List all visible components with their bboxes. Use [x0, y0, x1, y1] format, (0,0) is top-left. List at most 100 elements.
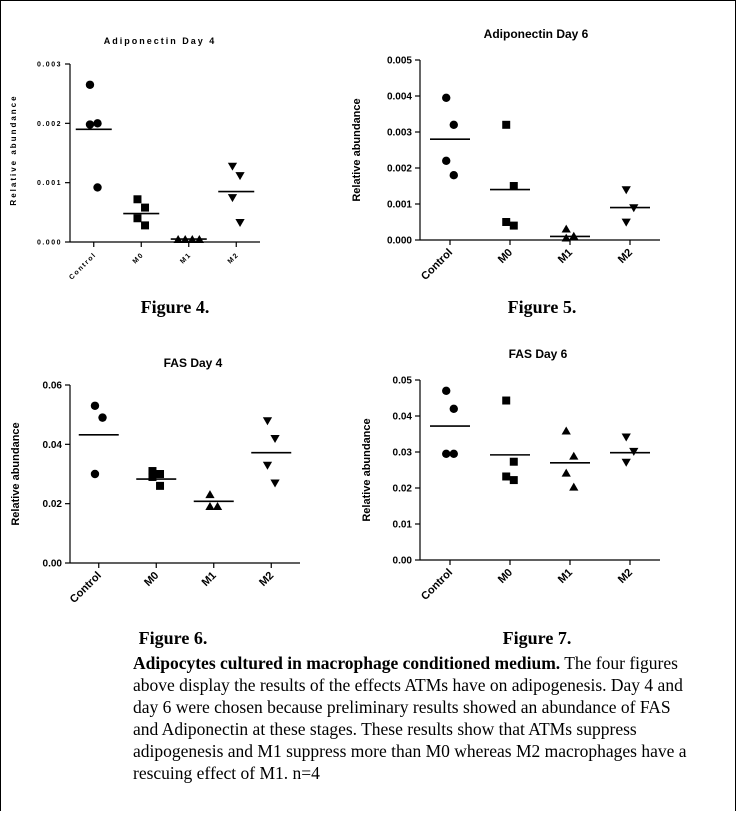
y-tick-label: 0.000: [37, 239, 62, 246]
data-point-control: [442, 449, 451, 458]
chart-3-svg: FAS Day 6 Relative abundance 0.00 0.01 0.02 0…: [361, 347, 660, 603]
data-point-m2: [621, 458, 631, 467]
data-point-m0: [133, 195, 142, 204]
data-point-control: [85, 80, 95, 89]
y-tick-label: 0.06: [43, 381, 63, 392]
data-point-control: [90, 469, 100, 479]
x-tick-label-m1: M1: [556, 567, 575, 586]
data-point-m2: [235, 172, 245, 181]
y-tick-label: 0.001: [37, 180, 62, 187]
chart-0-svg: Adiponectin Day 4 Relative abundance 0.000…: [9, 36, 260, 281]
data-point-m2: [262, 417, 273, 426]
y-tick-label: 0.001: [387, 200, 412, 211]
data-point-m0: [156, 470, 165, 478]
data-point-control: [85, 120, 95, 129]
x-tick-label-control: Control: [419, 567, 455, 603]
x-tick-label-m2: M2: [616, 567, 635, 586]
y-tick-label: 0.05: [393, 376, 413, 387]
chart-fas-day4: FAS Day 4 Relative abundance 0.00 0.02 0.04 0…: [0, 0, 360, 640]
y-tick-label: 0.04: [393, 412, 413, 423]
figure-4-label: Figure 4.: [140, 297, 210, 317]
data-point-control: [449, 120, 458, 129]
data-point-m0: [133, 214, 142, 223]
y-tick-label: 0.005: [387, 56, 412, 67]
y-axis-label: Relative abundance: [351, 98, 363, 201]
caption-body: The four figures above display the resul…: [133, 653, 687, 783]
data-point-m0: [509, 476, 518, 485]
caption-title: Adipocytes cultured in macrophage condit…: [133, 653, 561, 673]
data-point-m0: [502, 120, 511, 129]
data-point-control: [90, 401, 100, 410]
figure-7-label: Figure 7.: [502, 628, 572, 648]
data-point-control: [93, 183, 102, 192]
data-point-m2: [629, 447, 639, 456]
figure-6-label: Figure 6.: [138, 628, 208, 648]
data-point-m1: [561, 233, 571, 242]
y-tick-label: 0.02: [393, 484, 413, 495]
chart-adiponectin-day4: Adiponectin Day 4 Relative abundance 0.000…: [0, 0, 300, 300]
y-tick-label: 0.00: [393, 556, 413, 567]
y-tick-label: 0.004: [387, 92, 412, 103]
data-point-m0: [509, 221, 518, 230]
data-point-m0: [502, 472, 511, 481]
data-point-m1: [569, 482, 579, 491]
figure-5-label: Figure 5.: [507, 297, 577, 317]
chart-adiponectin-day6: Adiponectin Day 6 Relative abundance 0.000…: [0, 0, 739, 300]
chart-title: Adiponectin Day 4: [104, 36, 217, 46]
data-point-m0: [509, 182, 518, 190]
data-point-control: [442, 156, 451, 165]
data-point-m1: [569, 451, 579, 460]
data-point-m2: [270, 479, 280, 488]
y-tick-label: 0.02: [43, 499, 63, 510]
data-point-m2: [621, 433, 631, 442]
data-point-control: [98, 413, 107, 422]
y-tick-label: 0.002: [37, 121, 62, 128]
data-point-m0: [148, 472, 157, 481]
data-point-control: [449, 449, 458, 458]
data-point-m0: [156, 481, 165, 490]
chart-fas-day6: FAS Day 6 Relative abundance 0.00 0.01 0.02 0…: [361, 347, 660, 603]
data-point-control: [442, 386, 451, 395]
data-point-m2: [262, 461, 273, 470]
data-point-m0: [502, 218, 511, 226]
data-point-control: [449, 171, 458, 180]
data-point-control: [442, 93, 451, 103]
data-point-m0: [141, 203, 150, 212]
y-tick-label: 0.03: [393, 448, 413, 459]
data-point-m1: [205, 490, 215, 499]
data-point-m2: [621, 186, 631, 195]
y-axis-label: Relative abundance: [9, 94, 18, 205]
y-tick-label: 0.003: [387, 128, 412, 139]
data-point-control: [449, 404, 458, 413]
data-point-control: [93, 119, 102, 128]
y-tick-label: 0.003: [37, 61, 62, 68]
y-tick-label: 0.002: [387, 164, 412, 175]
y-axis-label: Relative abundance: [10, 422, 22, 525]
data-point-m1: [561, 426, 571, 435]
data-point-m2: [227, 162, 238, 171]
data-point-m2: [227, 194, 238, 203]
y-tick-label: 0.01: [393, 520, 413, 531]
data-point-m0: [148, 467, 157, 476]
chart-title: Adiponectin Day 6: [484, 27, 589, 41]
data-point-m1: [212, 502, 223, 510]
chart-title: FAS Day 4: [164, 356, 223, 370]
data-point-m1: [561, 224, 571, 233]
x-tick-label-m0: M0: [496, 567, 515, 586]
data-point-m2: [621, 218, 631, 227]
data-point-m2: [270, 435, 280, 444]
figure-caption: Adipocytes cultured in macrophage condit…: [133, 652, 693, 784]
chart-1-svg: Adiponectin Day 6 Relative abundance 0.000…: [351, 27, 660, 283]
y-axis-label: Relative abundance: [361, 418, 373, 521]
chart-title: FAS Day 6: [509, 347, 568, 361]
y-tick-label: 0.00: [43, 559, 63, 570]
data-point-m1: [205, 502, 215, 510]
data-point-m0: [141, 221, 150, 230]
data-point-m1: [561, 468, 571, 477]
y-tick-label: 0.000: [387, 236, 412, 247]
data-point-m0: [502, 396, 511, 405]
chart-2-svg: FAS Day 4 Relative abundance 0.00 0.02 0.04 0…: [10, 356, 300, 606]
data-point-m2: [235, 219, 245, 228]
data-point-m0: [509, 457, 518, 466]
